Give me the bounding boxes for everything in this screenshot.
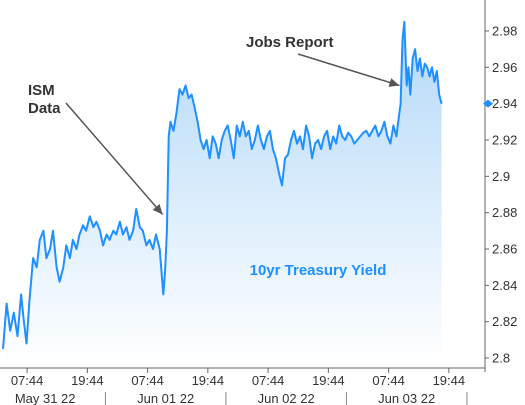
annotation-label: Jobs Report	[246, 34, 334, 51]
annotation-label: ISM Data	[28, 82, 61, 117]
date-labels: May 31 22 Jun 01 22 Jun 02 22 Jun 03 22	[15, 391, 468, 405]
date-label: Jun 03 22	[378, 391, 435, 405]
y-tick-label: 2.94	[492, 96, 517, 111]
x-tick-label: 19:44	[433, 373, 466, 388]
area-layer	[3, 21, 442, 369]
x-tick-label: 19:44	[312, 373, 345, 388]
series-label: 10yr Treasury Yield	[250, 262, 387, 279]
x-ticks: 07:44 19:44 07:44 19:44 07:44 19:44 07:44 19:44	[11, 368, 465, 388]
annotation-arrowhead	[388, 78, 400, 87]
y-tick-label: 2.86	[492, 242, 517, 257]
x-tick-label: 07:44	[372, 373, 405, 388]
x-tick-label: 19:44	[71, 373, 104, 388]
date-label: May 31 22	[15, 391, 76, 405]
line-layer	[2, 20, 443, 349]
date-label: Jun 01 22	[137, 391, 194, 405]
y-tick-label: 2.88	[492, 205, 517, 220]
x-tick-label: 19:44	[192, 373, 225, 388]
annotation-arrow-line	[297, 53, 400, 87]
annotations: ISM Data Jobs Report	[28, 34, 400, 215]
y-tick-label: 2.8	[492, 351, 510, 366]
x-tick-label: 07:44	[11, 373, 44, 388]
y-ticks: 2.8 2.82 2.84 2.86 2.88 2.9 2.92 2.94 2.96 2.98	[485, 24, 517, 366]
last-value-marker	[483, 99, 493, 108]
x-tick-label: 07:44	[252, 373, 285, 388]
y-tick-label: 2.84	[492, 278, 517, 293]
y-tick-label: 2.9	[492, 169, 510, 184]
date-label: Jun 02 22	[258, 391, 315, 405]
annotation-arrowhead	[152, 203, 163, 215]
y-tick-label: 2.98	[492, 24, 517, 39]
yield-area	[3, 21, 442, 369]
y-tick-label: 2.92	[492, 133, 517, 148]
yield-line	[2, 20, 443, 349]
x-tick-label: 07:44	[131, 373, 164, 388]
y-tick-label: 2.82	[492, 314, 517, 329]
annotation-arrow-line	[65, 102, 164, 215]
y-tick-label: 2.96	[492, 60, 517, 75]
